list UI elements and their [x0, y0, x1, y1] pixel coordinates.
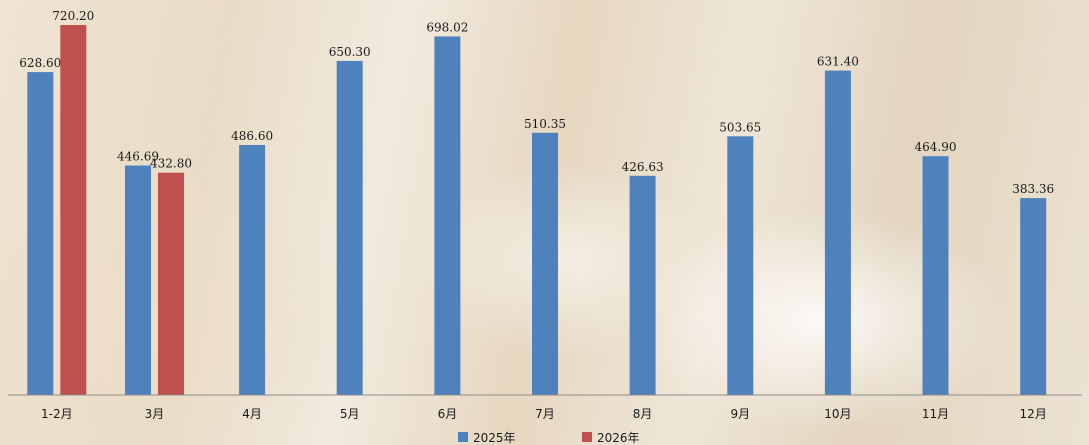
bar-s0-0: [27, 72, 54, 395]
bar-s1-1: [158, 172, 184, 395]
legend-label-0: 2025年: [473, 431, 516, 445]
x-tick-label-6: 8月: [633, 407, 653, 421]
x-tick-label-3: 5月: [340, 407, 360, 421]
x-tick-labels: 1-2月 3月 4月 5月 6月 7月 8月 9月 10月 11月 12月: [41, 407, 1047, 421]
data-label-s0-10: 383.36: [1012, 182, 1054, 196]
legend-swatch-0: [458, 432, 468, 442]
x-tick-label-4: 6月: [438, 407, 458, 421]
bar-s0-8: [824, 70, 851, 395]
data-label-s0-2: 486.60: [231, 129, 273, 143]
bar-s0-10: [1020, 198, 1047, 395]
x-tick-label-0: 1-2月: [41, 407, 73, 421]
data-label-s0-8: 631.40: [817, 55, 859, 69]
x-tick-label-10: 12月: [1020, 407, 1047, 421]
bar-s0-6: [629, 175, 656, 395]
data-label-s0-4: 698.02: [426, 20, 468, 34]
data-label-s0-9: 464.90: [915, 140, 957, 154]
bar-s0-5: [532, 132, 558, 396]
data-label-s1-1: 432.80: [150, 157, 192, 171]
bar-s1-0: [60, 25, 87, 395]
legend-label-1: 2026年: [597, 431, 640, 445]
data-label-s0-1: 446.69: [117, 150, 159, 164]
x-tick-label-8: 10月: [824, 407, 851, 421]
x-tick-label-7: 9月: [730, 407, 750, 421]
data-label-s0-0: 628.60: [19, 56, 61, 70]
bar-s0-4: [434, 36, 461, 396]
data-label-s1-0: 720.20: [52, 9, 94, 23]
legend-swatch-1: [582, 432, 592, 442]
x-tick-label-2: 4月: [242, 407, 262, 421]
legend: 2025年 2026年: [458, 431, 640, 445]
bar-s0-7: [727, 136, 754, 396]
x-tick-label-1: 3月: [145, 407, 165, 421]
bar-s0-1: [125, 165, 151, 395]
data-label-s0-5: 510.35: [524, 117, 566, 131]
bar-s0-9: [922, 156, 949, 395]
data-label-s0-6: 426.63: [622, 160, 664, 174]
bar-s0-3: [336, 60, 363, 396]
x-tick-label-5: 7月: [535, 407, 555, 421]
x-tick-label-9: 11月: [922, 407, 949, 421]
bar-s0-2: [239, 145, 266, 395]
data-label-s0-7: 503.65: [719, 120, 761, 134]
data-label-s0-3: 650.30: [329, 45, 371, 59]
